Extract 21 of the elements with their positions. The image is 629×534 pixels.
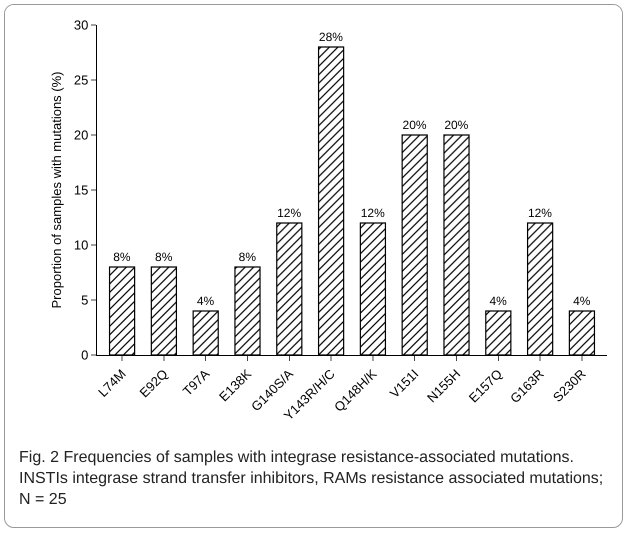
y-tick-label: 15 bbox=[74, 182, 88, 198]
y-tick-label: 5 bbox=[81, 292, 88, 308]
y-tick-label: 10 bbox=[74, 238, 88, 253]
data-label: 12% bbox=[360, 206, 386, 220]
data-label: 12% bbox=[528, 206, 552, 220]
data-label: 8% bbox=[238, 250, 256, 264]
y-tick-label: 25 bbox=[74, 72, 88, 88]
y-tick-label: 20 bbox=[74, 128, 88, 143]
data-label: 20% bbox=[402, 118, 427, 132]
y-tick-label: 0 bbox=[81, 348, 88, 363]
y-tick-label: 30 bbox=[74, 18, 88, 33]
data-label: 12% bbox=[277, 206, 302, 220]
data-label: 4% bbox=[196, 294, 215, 308]
data-label: 4% bbox=[573, 294, 591, 308]
data-label: 4% bbox=[489, 294, 508, 308]
data-label: 20% bbox=[444, 118, 469, 132]
caption: Fig. 2 Frequencies of samples with integrase resistance-associated mutations. INSTIs integrase strand transfer inhibitors, RAMs resistance associated mutations; N = 25 bbox=[19, 448, 604, 510]
data-label: 8% bbox=[113, 250, 131, 264]
data-label: 28% bbox=[318, 30, 344, 44]
y-axis-title: Proportion of samples with mutations (%) bbox=[49, 72, 64, 308]
data-label: 8% bbox=[155, 250, 173, 264]
